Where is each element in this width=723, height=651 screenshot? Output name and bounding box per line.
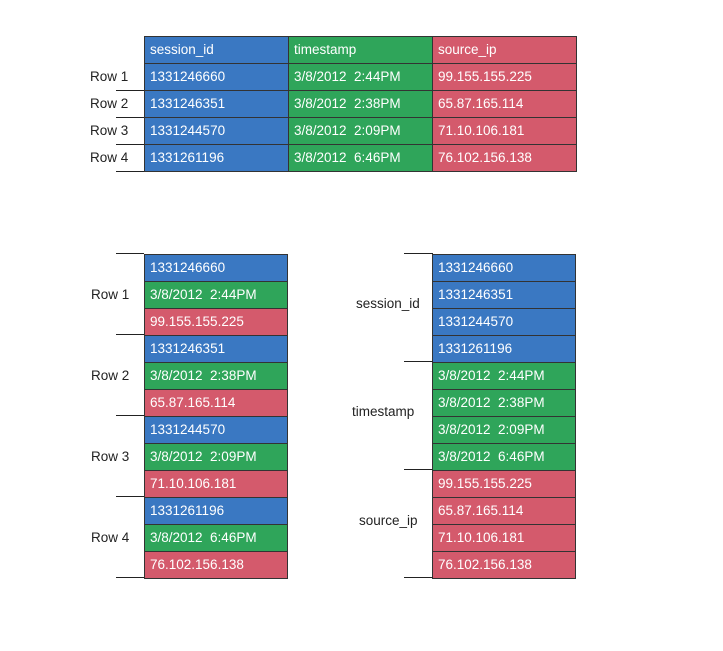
table-cell: 3/8/2012 2:09PM [288, 117, 433, 145]
table-cell: 99.155.155.225 [432, 63, 577, 91]
column-cell: 71.10.106.181 [432, 524, 576, 552]
row-cell-timestamp: 3/8/2012 2:44PM [144, 281, 288, 309]
row-label: Row 4 [90, 150, 129, 165]
row-cell-source-ip: 76.102.156.138 [144, 551, 288, 579]
table-cell: 1331246351 [144, 90, 289, 118]
row-cell-session-id: 1331246660 [144, 254, 288, 282]
table-cell: 3/8/2012 2:44PM [288, 63, 433, 91]
row-cell-timestamp: 3/8/2012 6:46PM [144, 524, 288, 552]
row-cell-session-id: 1331244570 [144, 416, 288, 444]
row-divider [116, 90, 144, 91]
row-cell-timestamp: 3/8/2012 2:38PM [144, 362, 288, 390]
row-cell-session-id: 1331246351 [144, 335, 288, 363]
row-label: Row 2 [91, 368, 130, 383]
group-divider [116, 577, 144, 578]
column-cell: 1331246351 [432, 281, 576, 309]
column-cell: 1331261196 [432, 335, 576, 363]
row-cell-source-ip: 65.87.165.114 [144, 389, 288, 417]
group-divider [404, 469, 433, 470]
table-cell: 3/8/2012 2:38PM [288, 90, 433, 118]
column-cell: 3/8/2012 6:46PM [432, 443, 576, 471]
group-divider [116, 496, 144, 497]
column-cell: 1331244570 [432, 308, 576, 336]
group-divider [404, 253, 433, 254]
row-label: Row 3 [90, 123, 129, 138]
row-label: Row 1 [91, 287, 130, 302]
group-divider [404, 577, 433, 578]
row-cell-source-ip: 99.155.155.225 [144, 308, 288, 336]
group-divider [116, 253, 144, 254]
row-cell-session-id: 1331261196 [144, 497, 288, 525]
column-label: session_id [356, 296, 420, 311]
group-divider [404, 361, 433, 362]
row-cell-timestamp: 3/8/2012 2:09PM [144, 443, 288, 471]
row-cell-source-ip: 71.10.106.181 [144, 470, 288, 498]
table-cell: 3/8/2012 6:46PM [288, 144, 433, 172]
table-cell: 71.10.106.181 [432, 117, 577, 145]
row-label: Row 1 [90, 69, 129, 84]
column-cell: 99.155.155.225 [432, 470, 576, 498]
column-label: timestamp [352, 404, 415, 419]
column-cell: 3/8/2012 2:38PM [432, 389, 576, 417]
group-divider [116, 334, 144, 335]
row-label: Row 2 [90, 96, 129, 111]
header-timestamp: timestamp [288, 36, 433, 64]
row-label: Row 3 [91, 449, 130, 464]
column-cell: 1331246660 [432, 254, 576, 282]
row-label: Row 4 [91, 530, 130, 545]
group-divider [116, 415, 144, 416]
row-divider [116, 144, 144, 145]
column-cell: 65.87.165.114 [432, 497, 576, 525]
table-cell: 1331246660 [144, 63, 289, 91]
header-session-id: session_id [144, 36, 289, 64]
table-cell: 1331261196 [144, 144, 289, 172]
table-cell: 65.87.165.114 [432, 90, 577, 118]
column-label: source_ip [359, 513, 418, 528]
column-cell: 3/8/2012 2:44PM [432, 362, 576, 390]
row-divider [116, 117, 144, 118]
column-cell: 76.102.156.138 [432, 551, 576, 579]
table-cell: 76.102.156.138 [432, 144, 577, 172]
column-cell: 3/8/2012 2:09PM [432, 416, 576, 444]
table-cell: 1331244570 [144, 117, 289, 145]
header-source-ip: source_ip [432, 36, 577, 64]
row-divider [116, 171, 144, 172]
